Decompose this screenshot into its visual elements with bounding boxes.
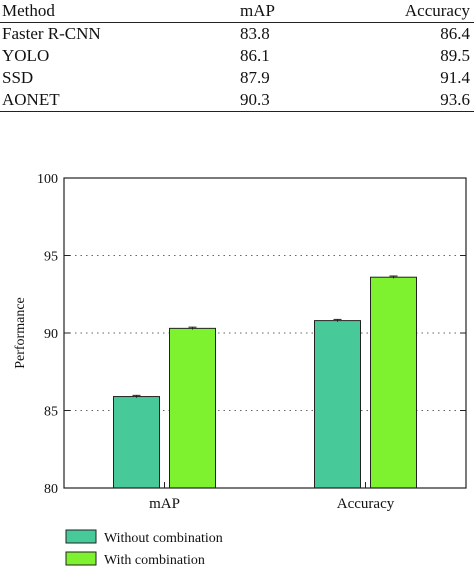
y-tick-label: 90: [44, 327, 58, 342]
table-cell-map: 86.1: [240, 46, 270, 65]
results-table: Method mAP Accuracy Faster R-CNN 83.8 86…: [0, 0, 474, 112]
y-tick-label: 85: [44, 405, 58, 420]
header-method: Method: [2, 1, 55, 20]
legend: Without combination With combination: [65, 529, 223, 566]
table-cell-accuracy: 89.5: [440, 46, 470, 65]
header-accuracy: Accuracy: [404, 1, 470, 20]
table-row: AONET 90.3 93.6: [0, 89, 474, 112]
x-axis-ticks: mAP Accuracy: [149, 482, 395, 512]
table-cell-map: 90.3: [240, 90, 270, 109]
bars: [113, 275, 417, 489]
y-tick-label: 80: [44, 482, 58, 497]
table-cell-map: 83.8: [240, 24, 270, 43]
legend-swatch: [65, 551, 97, 566]
legend-swatch: [65, 529, 97, 544]
bar: [314, 320, 361, 489]
table-row: YOLO 86.1 89.5: [0, 45, 474, 67]
table-cell-accuracy: 86.4: [440, 24, 470, 43]
x-tick-label: Accuracy: [337, 496, 395, 512]
bar: [169, 327, 216, 489]
x-tick-label: mAP: [149, 496, 180, 512]
table-cell-accuracy: 91.4: [440, 68, 470, 87]
table-cell-method: AONET: [2, 90, 60, 109]
legend-label: With combination: [104, 553, 205, 566]
y-axis-label: Performance: [13, 297, 28, 369]
table-cell-accuracy: 93.6: [440, 90, 470, 109]
table-cell-method: SSD: [2, 68, 34, 87]
bar-chart: 80 85 90 95 100 mAP Accuracy Performance With…: [13, 172, 467, 566]
table-row: Faster R-CNN 83.8 86.4: [0, 23, 474, 46]
table-cell-method: YOLO: [2, 46, 50, 65]
bar: [113, 396, 160, 489]
y-tick-label: 95: [44, 250, 58, 265]
table-header-row: Method mAP Accuracy: [0, 0, 474, 23]
table-cell-map: 87.9: [240, 68, 270, 87]
y-axis-ticks: 80 85 90 95 100: [37, 172, 466, 497]
legend-label: Without combination: [104, 531, 223, 546]
table-cell-method: Faster R-CNN: [2, 24, 101, 43]
y-tick-label: 100: [37, 172, 58, 187]
bar: [370, 276, 417, 489]
table-row: SSD 87.9 91.4: [0, 67, 474, 89]
header-map: mAP: [240, 1, 275, 20]
